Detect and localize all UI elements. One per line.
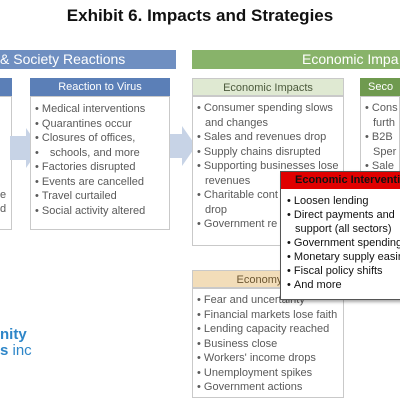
list-item: Closures of offices, [35, 131, 169, 146]
list-item: And more [287, 278, 400, 292]
list-item: Charitable cont [197, 188, 343, 203]
economic-interventions-panel: Economic Interventi Loosen lending Direc… [280, 171, 400, 300]
list-item: Supporting businesses lose [197, 159, 343, 174]
reaction-to-virus-header: Reaction to Virus [30, 78, 170, 96]
list-item: Fear and uncertainty [197, 293, 343, 308]
list-item: Factories disrupted [35, 160, 169, 175]
list-item: Financial markets lose faith [197, 308, 343, 323]
list-item: Events are cancelled [35, 175, 169, 190]
list-item: Social activity altered [35, 204, 169, 219]
list-item: Direct payments and [287, 208, 400, 222]
list-item: Travel curtailed [35, 189, 169, 204]
list-item: Fiscal policy shifts [287, 264, 400, 278]
list-item: B2B [365, 130, 399, 145]
list-item: Monetary supply easin [287, 250, 400, 264]
list-item-text: revenues [205, 174, 251, 187]
list-item-continuation: schools, and more [35, 146, 169, 161]
list-item-text: furth [373, 116, 396, 129]
secondary-impacts-header: Seco [360, 78, 400, 96]
list-item: Cons [365, 101, 399, 116]
logo-text-rest: inc [8, 342, 32, 359]
list-item-continuation: and changes [197, 116, 343, 131]
list-item: Government spending [287, 236, 400, 250]
list-item: Supply chains disrupted [197, 145, 343, 160]
reaction-to-virus-panel: Medical interventions Quarantines occur … [30, 96, 170, 230]
economic-impacts-band: Economic Impa [192, 50, 400, 69]
list-item: Unemployment spikes [197, 366, 343, 381]
left-panel-body [0, 96, 12, 230]
list-item-text: support (all sectors) [295, 223, 392, 235]
left-panel-text: e d [0, 188, 6, 216]
list-item: Sale [365, 159, 399, 174]
list-item: Government re [197, 217, 343, 232]
logo-text: s inc [0, 342, 32, 359]
society-reactions-band: & Society Reactions [0, 50, 176, 69]
economic-interventions-list: Loosen lending Direct payments and suppo… [287, 194, 400, 292]
list-item-continuation: support (all sectors) [287, 222, 400, 236]
list-item: Business close [197, 337, 343, 352]
economic-impacts-header: Economic Impacts [192, 78, 344, 96]
list-item-text: and changes [205, 116, 268, 129]
list-item: Quarantines occur [35, 117, 169, 132]
list-item: Consumer spending slows [197, 101, 343, 116]
list-item-continuation: revenues [197, 174, 343, 189]
chevron-arrow-icon [166, 126, 196, 166]
left-panel-header [0, 78, 12, 96]
list-item-continuation: furth [365, 116, 399, 131]
economic-interventions-header: Economic Interventi [281, 172, 400, 189]
list-item: Loosen lending [287, 194, 400, 208]
list-item: Medical interventions [35, 102, 169, 117]
list-item-continuation: drop [197, 203, 343, 218]
list-item: Sales and revenues drop [197, 130, 343, 145]
left-panel-line: e [0, 189, 7, 201]
logo-text: nity [0, 326, 27, 343]
list-item: Workers' income drops [197, 351, 343, 366]
list-item: Government actions [197, 380, 343, 395]
page-title: Exhibit 6. Impacts and Strategies [66, 6, 334, 25]
economy-reactions-panel: Fear and uncertainty Financial markets l… [192, 288, 344, 398]
list-item-text: Sper [373, 145, 397, 158]
list-item-continuation: Sper [365, 145, 399, 160]
logo-text-bold: s [0, 342, 9, 359]
list-item-text: drop [205, 203, 228, 216]
list-item-text: schools, and more [49, 146, 140, 159]
list-item: Lending capacity reached [197, 322, 343, 337]
left-panel-line: d [0, 203, 7, 215]
